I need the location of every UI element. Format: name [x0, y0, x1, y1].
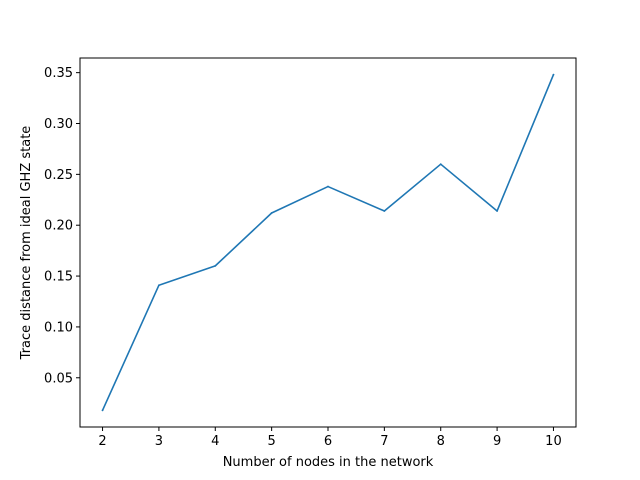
y-axis-label: Trace distance from ideal GHZ state	[19, 126, 34, 361]
x-tick-label: 9	[493, 434, 501, 449]
x-tick-label: 7	[380, 434, 388, 449]
data-point	[439, 163, 442, 166]
x-axis-label: Number of nodes in the network	[223, 455, 434, 470]
x-tick-label: 8	[437, 434, 445, 449]
y-tick-label: 0.35	[44, 66, 73, 81]
data-point	[327, 185, 329, 188]
data-point	[214, 264, 217, 267]
x-tick-label: 5	[267, 434, 275, 449]
axis-ticks: 2 3 4 5 6 7 8 9 10 0.05 0.10 0.15 0.20 0.25 0.30 0.35	[44, 66, 562, 449]
data-point	[496, 210, 498, 212]
y-tick-label: 0.15	[44, 270, 73, 285]
x-tick-label: 2	[98, 434, 106, 449]
y-tick-label: 0.20	[44, 219, 73, 234]
data-point	[270, 212, 273, 214]
x-tick-label: 6	[324, 434, 332, 449]
data-point	[552, 73, 555, 76]
axes-frame	[79, 57, 577, 428]
x-tick-label: 10	[545, 434, 562, 449]
y-tick-label: 0.30	[44, 117, 73, 132]
x-tick-label: 3	[155, 434, 163, 449]
y-tick-label: 0.25	[44, 168, 73, 183]
y-tick-label: 0.10	[44, 320, 73, 335]
series-group	[101, 73, 555, 412]
y-tick-label: 0.05	[44, 371, 73, 386]
data-point	[101, 409, 104, 412]
data-point	[383, 210, 386, 212]
data-point	[158, 284, 160, 287]
x-tick-label: 4	[211, 434, 219, 449]
